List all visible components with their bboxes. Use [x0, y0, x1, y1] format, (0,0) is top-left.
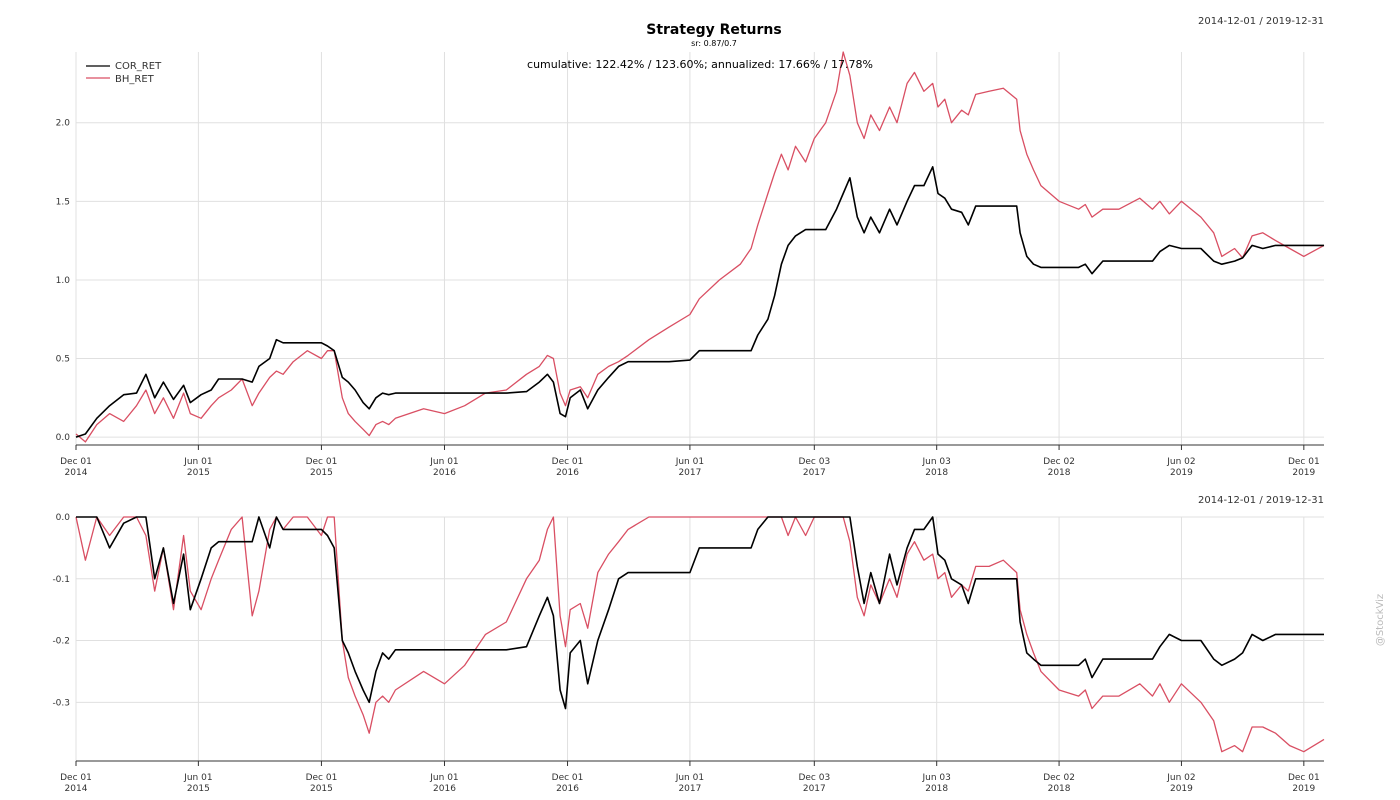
x-tick-label: Dec 02 — [1043, 457, 1075, 467]
x-tick-label: Jun 02 — [1166, 773, 1195, 783]
x-tick-label: Dec 03 — [798, 773, 830, 783]
x-tick-year: 2019 — [1292, 468, 1315, 478]
x-tick-year: 2016 — [556, 468, 579, 478]
legend-label-bh-ret: BH_RET — [115, 74, 155, 85]
x-tick-label: Jun 01 — [429, 773, 458, 783]
x-tick-year: 2015 — [187, 784, 210, 794]
x-tick-year: 2019 — [1292, 784, 1315, 794]
x-tick-label: Dec 01 — [552, 773, 584, 783]
x-tick-label: Dec 01 — [60, 773, 92, 783]
x-tick-year: 2018 — [1048, 468, 1071, 478]
x-tick-label: Dec 02 — [1043, 773, 1075, 783]
x-tick-year: 2018 — [925, 468, 948, 478]
series-line-cor-ret — [75, 166, 1324, 438]
x-tick-label: Jun 03 — [921, 773, 950, 783]
x-tick-label: Dec 03 — [798, 457, 830, 467]
y-tick-label: 2.0 — [56, 119, 71, 129]
x-tick-label: Jun 01 — [675, 773, 704, 783]
x-tick-label: Dec 01 — [60, 457, 92, 467]
x-tick-label: Dec 01 — [1288, 773, 1320, 783]
y-tick-label: 0.0 — [56, 513, 71, 523]
x-tick-label: Jun 01 — [183, 457, 212, 467]
x-tick-year: 2016 — [556, 784, 579, 794]
series-line-bh-ret — [75, 51, 1325, 443]
x-tick-year: 2019 — [1170, 468, 1193, 478]
legend: COR_RET BH_RET — [86, 61, 162, 85]
x-tick-year: 2014 — [65, 468, 88, 478]
y-tick-label: -0.3 — [52, 698, 70, 708]
x-tick-year: 2017 — [803, 468, 826, 478]
series-line-bh-ret — [75, 516, 1325, 753]
x-tick-year: 2016 — [433, 468, 456, 478]
x-tick-label: Jun 01 — [675, 457, 704, 467]
x-tick-year: 2015 — [187, 468, 210, 478]
x-tick-year: 2018 — [1048, 784, 1071, 794]
x-tick-year: 2016 — [433, 784, 456, 794]
x-tick-year: 2015 — [310, 784, 333, 794]
x-tick-label: Jun 03 — [921, 457, 950, 467]
y-tick-label: 0.0 — [56, 433, 71, 443]
chart-title: Strategy Returns — [646, 22, 781, 38]
x-tick-label: Jun 01 — [183, 773, 212, 783]
x-tick-label: Dec 01 — [552, 457, 584, 467]
x-tick-label: Jun 01 — [429, 457, 458, 467]
x-tick-year: 2019 — [1170, 784, 1193, 794]
top-date-range: 2014-12-01 / 2019-12-31 — [1198, 16, 1324, 27]
x-tick-label: Jun 02 — [1166, 457, 1195, 467]
x-tick-label: Dec 01 — [306, 773, 338, 783]
y-tick-label: 0.5 — [56, 355, 70, 365]
series-line-cor-ret — [76, 516, 1324, 710]
x-tick-label: Dec 01 — [306, 457, 338, 467]
watermark: @StockViz — [1375, 594, 1386, 646]
x-tick-label: Dec 01 — [1288, 457, 1320, 467]
x-tick-year: 2018 — [925, 784, 948, 794]
x-tick-year: 2017 — [678, 468, 701, 478]
y-tick-label: -0.2 — [52, 637, 70, 647]
bottom-date-range: 2014-12-01 / 2019-12-31 — [1198, 495, 1324, 506]
x-tick-year: 2015 — [310, 468, 333, 478]
x-tick-year: 2017 — [678, 784, 701, 794]
x-tick-year: 2017 — [803, 784, 826, 794]
legend-label-cor-ret: COR_RET — [115, 61, 162, 72]
cumulative-annotation: cumulative: 122.42% / 123.60%; annualize… — [527, 58, 873, 71]
chart-subtitle: sr: 0.87/0.7 — [691, 39, 737, 48]
y-tick-label: 1.5 — [56, 197, 70, 207]
y-tick-label: -0.1 — [52, 575, 70, 585]
x-tick-year: 2014 — [65, 784, 88, 794]
y-tick-label: 1.0 — [56, 276, 71, 286]
